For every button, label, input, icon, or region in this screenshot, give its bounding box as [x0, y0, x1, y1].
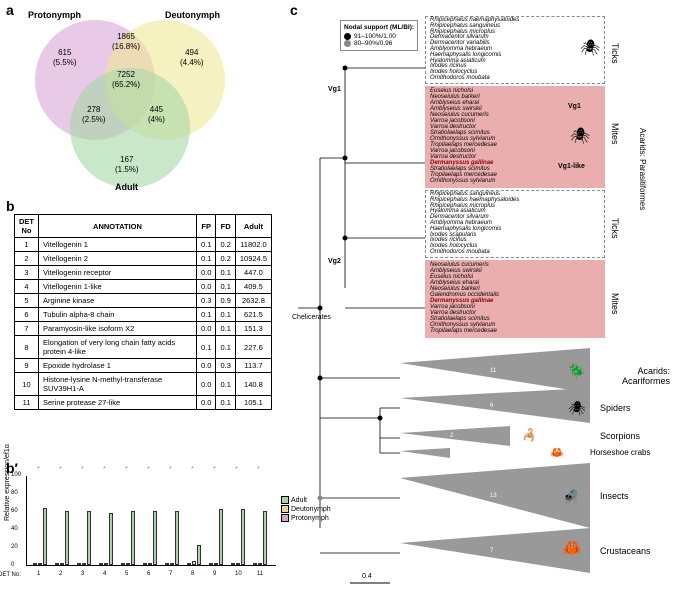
table-row: 1Vitellogenin 10.10.211802.0 [15, 238, 272, 252]
table-header: Adult [235, 215, 271, 238]
ticks-label-2: Ticks [610, 218, 620, 239]
annotation-table: DET NoANNOTATIONFPFDAdult 1Vitellogenin … [14, 214, 272, 410]
table-header: DET No [15, 215, 39, 238]
x-axis-label: DET No: [0, 572, 21, 578]
tick-icon: 🕷 [580, 38, 600, 58]
crustaceans-label: Crustaceans [600, 546, 651, 556]
vg1-label: Vg1 [328, 86, 341, 93]
mites-vg1-list: Euseius nicholsiNeoseiulus barkeriAmblys… [430, 88, 497, 184]
table-row: 5Arginine kinase0.30.92632.8 [15, 294, 272, 308]
spider-icon: 🕷 [568, 400, 586, 417]
n-crustaceans: 7 [490, 548, 493, 554]
venn-diagram: Protonymph Deutonymph Adult 615 (5.5%) 4… [20, 10, 270, 190]
table-row: 4Vitellogenin 1-like0.00.1409.5 [15, 280, 272, 294]
ticks-label-1: Ticks [610, 43, 620, 64]
venn-adult-label: Adult [115, 182, 138, 192]
venn-all: 7252 (65.2%) [112, 70, 140, 89]
table-row: 11Serine protease 27-like0.00.1105.1 [15, 396, 272, 410]
ticks-vg2-list: Rhipicephalus sanguineusRhipicephalus ha… [430, 192, 519, 256]
vg1-inner: Vg1 [568, 103, 581, 110]
vg1like-label: Vg1-like [558, 163, 585, 170]
table-header: FD [216, 215, 235, 238]
crab-icon: 🦀 [562, 538, 582, 558]
table-row: 2Vitellogenin 20.10.210924.5 [15, 252, 272, 266]
table-row: 6Tubulin alpha-8 chain0.10.1621.5 [15, 308, 272, 322]
ticks-vg1-list: Rhipicephalus haemaphysaloidesRhipicepha… [430, 18, 519, 82]
legend-adult-box [281, 496, 289, 504]
venn-deuto-label: Deutonymph [165, 10, 220, 20]
acariform-icon: 🪲 [568, 363, 585, 380]
clade-scorpions [400, 426, 510, 446]
table-row: 3Vitellogenin receptor0.00.1447.0 [15, 266, 272, 280]
horseshoe-icon: 🦀 [550, 446, 564, 459]
table-row: 9Epoxide hydrolase 10.00.3113.7 [15, 359, 272, 373]
mites-label-1: Mites [610, 123, 620, 145]
table-row: 7Paramyosin-like isoform X20.00.1151.3 [15, 322, 272, 336]
venn-adult-only: 167 (1.5%) [115, 155, 139, 174]
legend-proto-box [281, 514, 289, 522]
parasitiformes-label: Acarids: Parasitiformes [638, 128, 647, 210]
root-label: Chelicerates [292, 314, 331, 321]
mites-label-2: Mites [610, 293, 620, 315]
venn-proto-adult: 278 (2.5%) [82, 105, 106, 124]
insect-icon: 🪰 [562, 486, 582, 506]
scorpion-icon: 🦂 [522, 428, 537, 442]
vg2-label: Vg2 [328, 258, 341, 265]
horseshoe-label: Horseshoe crabs [590, 448, 650, 457]
y-axis-label: Relative expression/ef1α [4, 444, 11, 521]
venn-proto-deuto: 1865 (16.8%) [112, 32, 140, 51]
venn-proto-only: 615 (5.5%) [53, 48, 77, 67]
venn-deuto-only: 494 (4.4%) [180, 48, 204, 67]
clade-horseshoe [400, 448, 450, 458]
scale-label: 0.4 [362, 573, 372, 580]
spiders-label: Spiders [600, 403, 631, 413]
venn-deuto-adult: 445 (4%) [148, 105, 165, 124]
bar-chart: Relative expression/ef1α 0204060801001*2… [26, 476, 276, 566]
legend-deuto-box [281, 505, 289, 513]
table-row: 10Histone-lysine N-methyl-transferase SU… [15, 373, 272, 396]
insects-label: Insects [600, 491, 629, 501]
table-header: FP [197, 215, 216, 238]
panel-label-a: a [6, 2, 14, 18]
mite-icon: 🕷 [570, 126, 590, 146]
table-row: 8Elongation of very long chain fatty aci… [15, 336, 272, 359]
table-header: ANNOTATION [39, 215, 197, 238]
n-acariformes: 11 [490, 368, 496, 374]
clade-spiders [400, 388, 590, 423]
chart-area: 0204060801001*2*3*4*5*6*7*8*9*10*11* [26, 476, 276, 566]
n-scorpions: 2 [450, 433, 453, 439]
scorpions-label: Scorpions [600, 431, 640, 441]
n-spiders: 6 [490, 403, 493, 409]
mites-vg2-list: Neoseiulus cucumerisAmblyseius swirskiiE… [430, 262, 499, 334]
phylogeny: Nodal support (ML/BI): 91–100%/1.00 80–9… [290, 8, 670, 588]
venn-proto-label: Protonymph [28, 10, 81, 20]
acariformes-label: Acarids: Acariformes [600, 366, 670, 386]
n-insects: 13 [490, 493, 497, 499]
panel-label-b: b [6, 198, 15, 214]
